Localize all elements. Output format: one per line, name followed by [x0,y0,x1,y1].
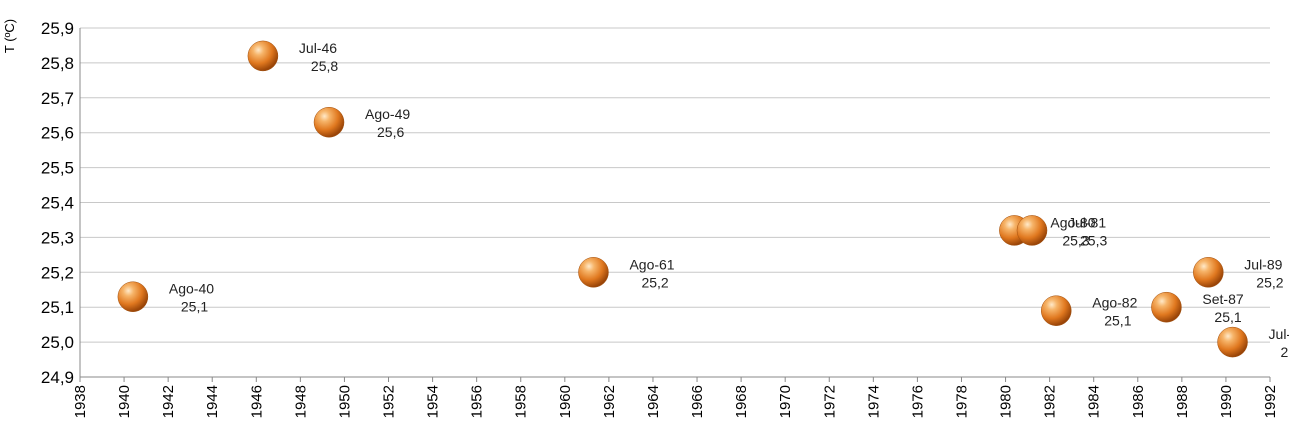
y-tick-label: 24,9 [41,368,74,387]
y-axis-label: T (ºC) [2,19,17,53]
point-label: Ago-82 [1092,295,1137,311]
x-tick-label: 1976 [909,385,926,418]
x-tick-label: 1972 [821,385,838,418]
x-tick-label: 1978 [953,385,970,418]
x-tick-label: 1964 [645,385,662,418]
x-tick-label: 1980 [998,385,1015,418]
y-tick-label: 25,1 [41,298,74,317]
point-value-label: 25,3 [1062,232,1089,248]
point-value-label: 25,0 [1281,344,1289,360]
point-label: Ago-49 [365,106,410,122]
point-label: Jul-46 [299,40,337,56]
x-tick-label: 1966 [689,385,706,418]
x-tick-label: 1948 [292,385,309,418]
point-value-label: 25,8 [311,58,338,74]
x-tick-label: 1954 [425,385,442,418]
x-tick-label: 1992 [1262,385,1279,418]
y-tick-labels: 24,9 25,0 25,1 25,2 25,3 25,4 25,5 25,6 25,7 25,8… [41,19,74,387]
point-value-label: 25,1 [1214,309,1241,325]
data-point [1217,326,1248,358]
x-tick-label: 1938 [72,385,89,418]
data-point [1040,295,1072,326]
data-point [247,40,279,72]
x-tick-label: 1968 [733,385,750,418]
y-tick-label: 25,3 [41,228,74,247]
point-value-label: 25,1 [1104,313,1131,329]
data-point [578,257,609,288]
x-tick-label: 1990 [1218,385,1235,418]
gridlines [80,27,1270,343]
y-tick-label: 25,9 [41,19,74,38]
axes [79,28,1271,382]
x-tick-label: 1946 [248,385,265,418]
x-tick-label: 1958 [513,385,530,418]
point-value-label: 25,1 [181,299,208,315]
x-tick-label: 1942 [160,385,177,418]
point-label: Jul-89 [1244,256,1282,272]
x-tick-label: 1940 [116,385,133,418]
y-tick-label: 25,2 [41,263,74,282]
data-point [117,281,149,312]
point-label: Ago-80 [1050,214,1095,230]
x-tick-label: 1956 [469,385,486,418]
x-tick-label: 1970 [777,385,794,418]
data-points: Ago-40 25,1 Jul-46 25,8 Ago-49 25,6 Ago-61 25,2… [117,40,1289,360]
x-tick-labels: 1938 1940 1942 1944 1946 1948 1950 1952 1954 1956… [72,385,1279,418]
point-value-label: 25,3 [1080,232,1107,248]
data-point [1016,215,1048,246]
data-point [1193,257,1224,288]
point-label: Ago-61 [629,256,674,272]
y-tick-label: 25,7 [41,89,74,108]
y-tick-label: 25,6 [41,124,74,143]
point-label: Ago-40 [169,281,214,297]
point-value-label: 25,2 [641,274,668,290]
x-tick-label: 1974 [865,385,882,418]
point-label: Jul-90 [1269,326,1289,342]
x-tick-label: 1988 [1174,385,1191,418]
point-value-label: 25,6 [377,124,404,140]
point-label: Jul-81 [1068,214,1106,230]
data-point [1151,291,1182,323]
y-tick-label: 25,4 [41,194,74,213]
y-tick-label: 25,5 [41,159,74,178]
point-label: Set-87 [1202,291,1243,307]
x-tick-label: 1950 [336,385,353,418]
x-tick-label: 1952 [381,385,398,418]
x-tick-label: 1982 [1042,385,1059,418]
x-tick-label: 1984 [1086,385,1103,418]
x-tick-label: 1960 [557,385,574,418]
x-tick-label: 1944 [204,385,221,418]
x-tick-label: 1986 [1130,385,1147,418]
y-tick-label: 25,0 [41,333,74,352]
x-tick-label: 1962 [601,385,618,418]
point-value-label: 25,2 [1256,274,1283,290]
data-point [313,106,345,138]
y-tick-label: 25,8 [41,54,74,73]
